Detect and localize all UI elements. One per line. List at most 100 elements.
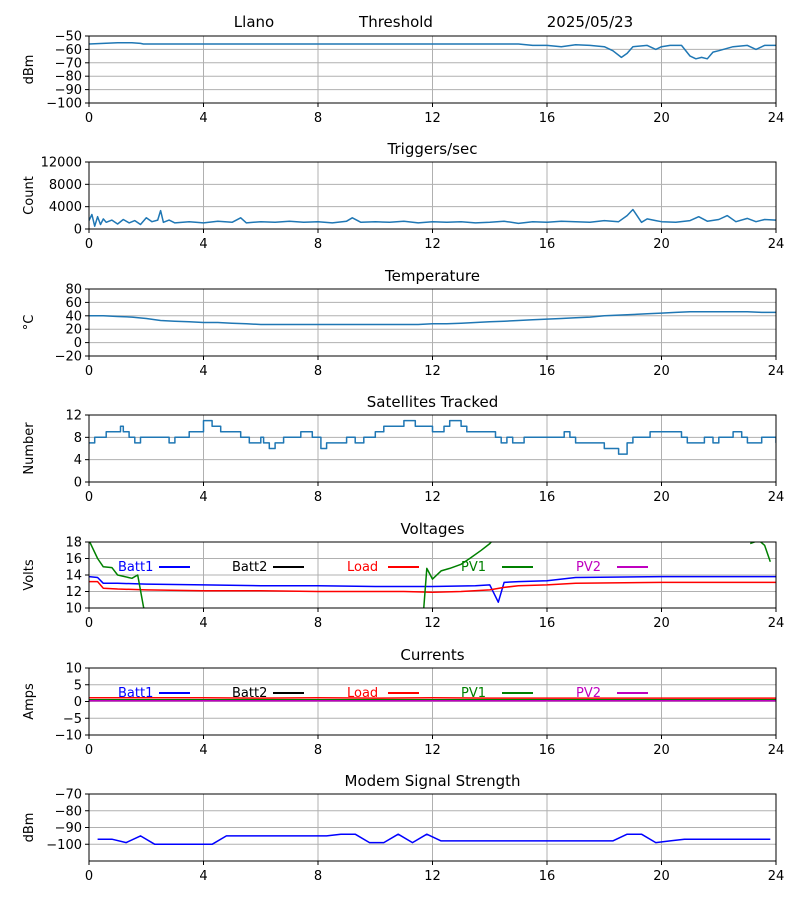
series-group (89, 542, 776, 608)
x-tick-label: 4 (199, 364, 207, 379)
x-tick-label: 12 (424, 490, 441, 505)
x-tick-label: 8 (314, 490, 322, 505)
x-tick-label: 0 (85, 111, 93, 126)
legend-label: Load (347, 560, 378, 575)
y-tick-label: 4 (74, 453, 82, 468)
x-tick-label: 16 (539, 364, 556, 379)
chart-panel-4: 0 4 8 12 16 20 24 0 4 8 12 Satellites Tracked Number (22, 393, 784, 505)
x-tick-label: 20 (653, 616, 670, 631)
x-tick-label: 0 (85, 490, 93, 505)
y-tick-label: −10 (55, 729, 82, 744)
y-axis-label: °C (22, 315, 37, 331)
x-tick-label: 24 (768, 869, 785, 884)
y-tick-label: 10 (65, 602, 82, 617)
x-tick-label: 24 (768, 111, 785, 126)
x-tick-label: 8 (314, 743, 322, 758)
x-tick-label: 12 (424, 616, 441, 631)
x-tick-label: 12 (424, 364, 441, 379)
y-tick-label: −100 (46, 838, 82, 853)
x-tick-label: 0 (85, 364, 93, 379)
x-tick-label: 8 (314, 616, 322, 631)
series-line-pv1 (89, 542, 145, 608)
y-tick-label: −80 (55, 804, 82, 819)
x-tick-label: 24 (768, 490, 785, 505)
legend-label: PV2 (576, 560, 601, 575)
y-tick-label: −100 (46, 97, 82, 112)
y-tick-label: 10 (65, 662, 82, 677)
y-axis-label: Amps (22, 683, 37, 720)
x-tick-label: 4 (199, 743, 207, 758)
x-tick-label: 16 (539, 616, 556, 631)
series-group (89, 311, 776, 326)
legend-label: Batt1 (118, 560, 153, 575)
y-tick-label: 40 (65, 309, 82, 324)
y-tick-label: −5 (63, 712, 82, 727)
y-axis-label: Number (22, 422, 37, 475)
x-tick-label: 4 (199, 111, 207, 126)
y-tick-label: 0 (74, 695, 82, 710)
series-line-data (97, 833, 771, 846)
chart-title: Voltages (400, 520, 464, 538)
x-tick-label: 0 (85, 616, 93, 631)
header-label: Threshold (358, 13, 433, 31)
chart-title: Triggers/sec (387, 140, 478, 158)
x-tick-label: 12 (424, 743, 441, 758)
x-tick-label: 20 (653, 111, 670, 126)
x-tick-label: 20 (653, 364, 670, 379)
y-tick-label: 12 (65, 409, 82, 424)
x-tick-label: 8 (314, 111, 322, 126)
chart-panel-6: 0 4 8 12 16 20 24 −10 −5 0 510 Currents Amps Batt1 Bat… (22, 646, 784, 758)
x-tick-label: 24 (768, 364, 785, 379)
legend-label: PV1 (461, 686, 486, 701)
y-axis-label: dBm (22, 55, 37, 85)
chart-panel-1: 0 4 8 12 16 20 24 −100−90−80−70−60−50 dBm (22, 30, 784, 127)
x-tick-label: 16 (539, 869, 556, 884)
y-tick-label: 5 (74, 678, 82, 693)
chart-panel-2: 0 4 8 12 16 20 24 0 4000 8000 12000 Triggers/sec Cou… (22, 140, 784, 252)
x-tick-label: 12 (424, 869, 441, 884)
y-tick-label: −80 (55, 70, 82, 85)
header-site: Llano (234, 13, 274, 31)
x-tick-label: 16 (539, 743, 556, 758)
header-date: 2025/05/23 (547, 13, 633, 31)
x-tick-label: 4 (199, 616, 207, 631)
chart-title: Satellites Tracked (367, 393, 498, 411)
x-tick-label: 0 (85, 743, 93, 758)
y-axis-label: Volts (22, 559, 37, 591)
series-group (89, 419, 776, 455)
y-tick-label: 4000 (49, 200, 82, 215)
y-tick-label: 20 (65, 323, 82, 338)
x-tick-label: 24 (768, 743, 785, 758)
x-tick-label: 16 (539, 111, 556, 126)
legend-label: Batt2 (232, 686, 267, 701)
x-tick-label: 12 (424, 237, 441, 252)
legend-label: Batt2 (232, 560, 267, 575)
series-line-data (89, 311, 776, 326)
y-tick-label: −20 (55, 350, 82, 365)
series-line-data (89, 208, 776, 227)
x-tick-label: 16 (539, 490, 556, 505)
y-tick-label: −50 (55, 30, 82, 45)
series-line-batt1 (89, 575, 776, 603)
x-tick-label: 8 (314, 869, 322, 884)
x-tick-label: 4 (199, 869, 207, 884)
y-tick-label: 12 (65, 585, 82, 600)
x-tick-label: 8 (314, 364, 322, 379)
x-tick-label: 20 (653, 869, 670, 884)
series-line-load (89, 580, 776, 594)
y-tick-label: 16 (65, 552, 82, 567)
y-axis-label: Count (22, 176, 37, 215)
y-tick-label: 8 (74, 431, 82, 446)
y-tick-label: 0 (74, 223, 82, 238)
x-tick-label: 0 (85, 869, 93, 884)
legend-label: Load (347, 686, 378, 701)
x-tick-label: 4 (199, 490, 207, 505)
x-tick-label: 0 (85, 237, 93, 252)
x-tick-label: 20 (653, 490, 670, 505)
y-axis-label: dBm (22, 813, 37, 843)
series-group (97, 833, 771, 846)
x-tick-label: 24 (768, 616, 785, 631)
y-tick-label: −70 (55, 788, 82, 803)
